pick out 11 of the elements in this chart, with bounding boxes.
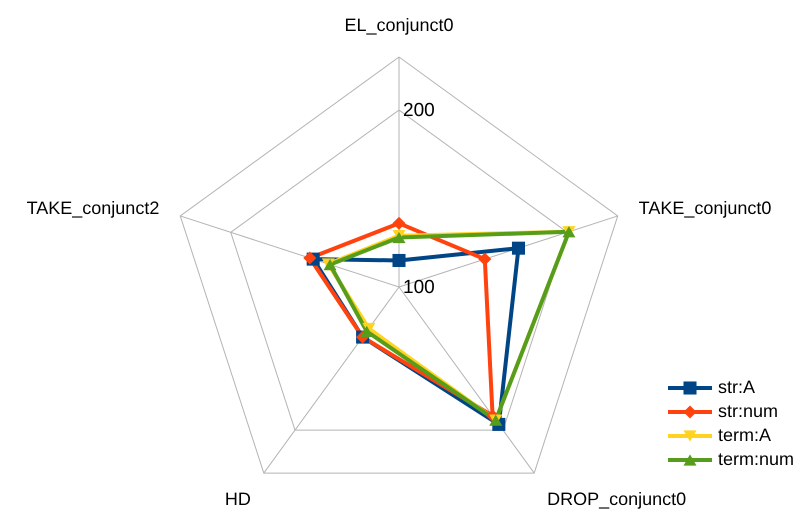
spoke-label: DROP_conjunct0 xyxy=(547,488,686,509)
spoke-label: TAKE_conjunct2 xyxy=(26,198,160,218)
legend-label: str:A xyxy=(718,377,756,397)
y-tick-label: 200 xyxy=(403,100,435,122)
legend-label: str:num xyxy=(718,401,778,421)
spoke-label: TAKE_conjunct0 xyxy=(638,198,772,218)
spoke-label: HD xyxy=(224,488,251,509)
y-tick-label: 100 xyxy=(403,277,435,298)
legend-label: term:num xyxy=(718,449,794,469)
spoke-label: EL_conjunct0 xyxy=(344,15,454,35)
legend-label: term:A xyxy=(718,425,772,445)
